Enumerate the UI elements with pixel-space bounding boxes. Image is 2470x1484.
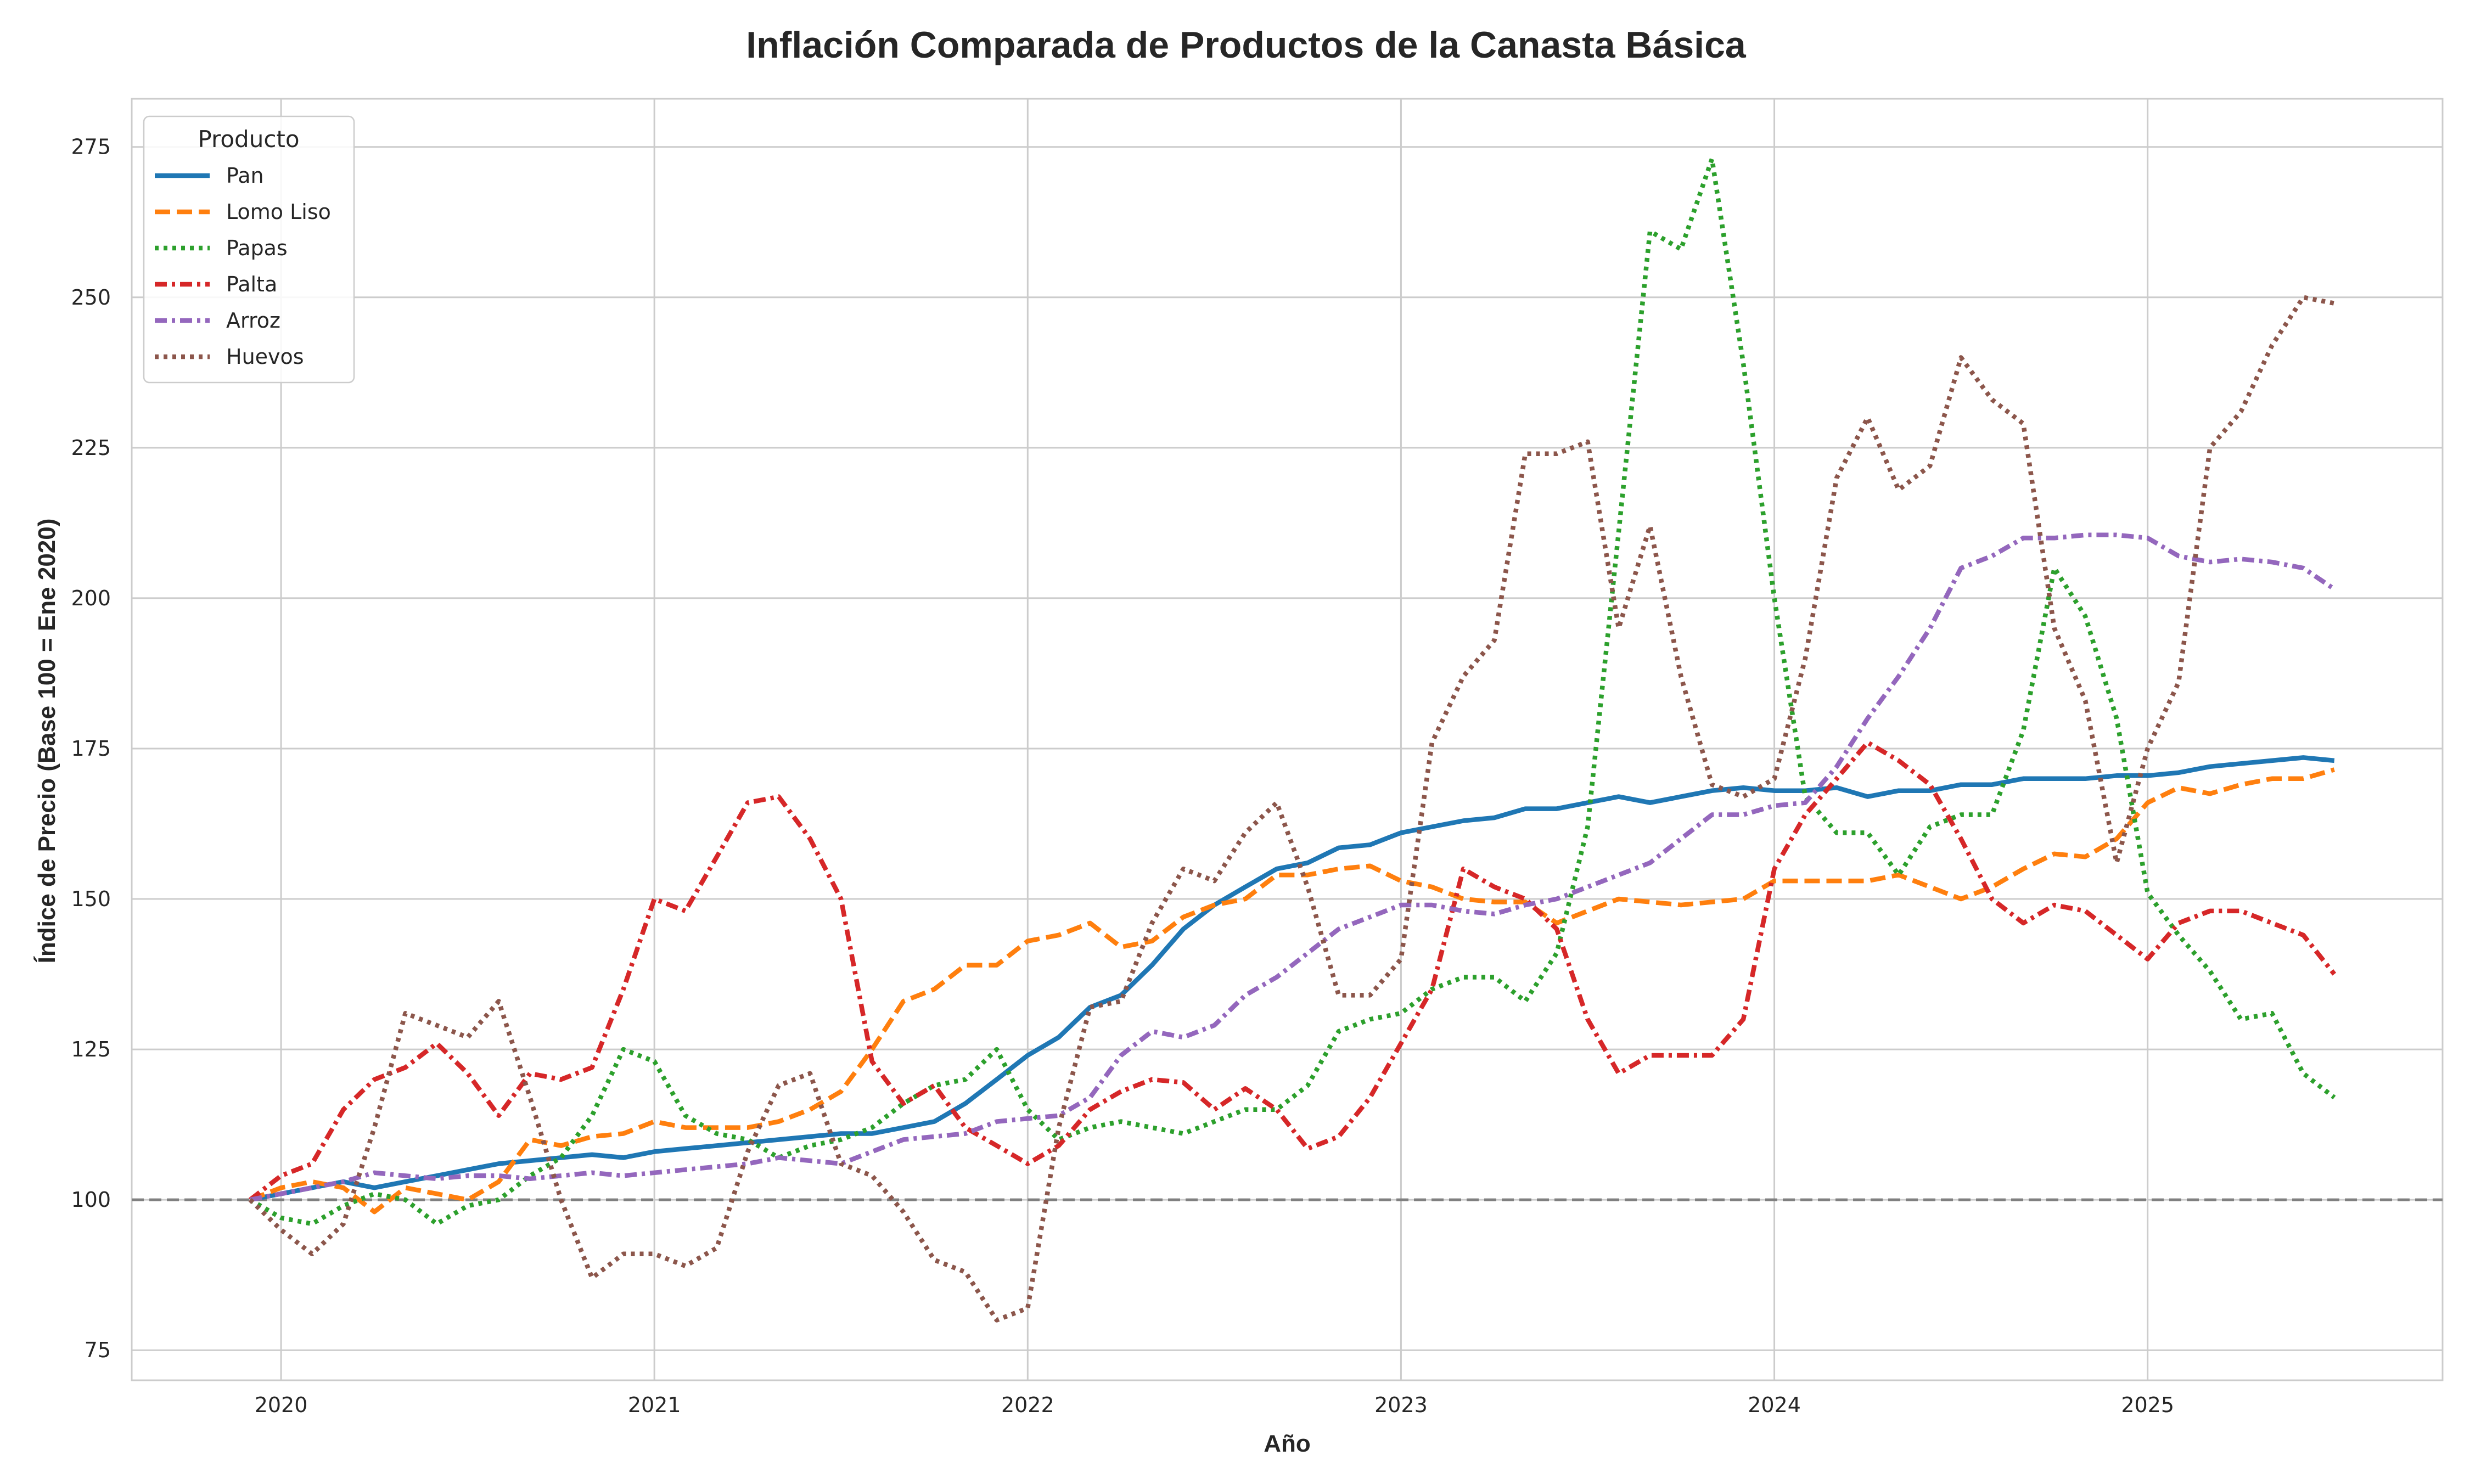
x-tick-label: 2025 [2121,1393,2174,1417]
y-tick-label: 225 [71,436,111,460]
legend-label-huevos: Huevos [226,345,304,369]
legend-label-palta: Palta [226,272,277,296]
y-tick-label: 200 [71,586,111,610]
grid-lines [132,99,2443,1380]
y-axis-label: Índice de Precio (Base 100 = Ene 2020) [33,519,60,964]
series-line-papas [249,156,2336,1227]
y-tick-label: 150 [71,887,111,911]
plot-area [131,98,2444,1381]
legend-box [143,115,355,384]
x-tick-label: 2023 [1374,1393,1428,1417]
legend-label-papas: Papas [226,236,288,260]
x-tick-label: 2024 [1748,1393,1801,1417]
x-axis-ticks: 2020 2021 2022 2023 2024 2025 [255,1393,2174,1417]
series-line-palta [248,740,2337,1202]
y-axis-ticks: 75 100 125 150 175 200 225 250 275 [71,135,111,1362]
x-tick-label: 2021 [628,1393,681,1417]
legend-label-arroz: Arroz [226,308,280,333]
x-tick-label: 2022 [1001,1393,1054,1417]
legend-label-pan: Pan [226,164,264,188]
x-axis-label: Año [1264,1430,1311,1457]
y-tick-label: 275 [71,135,111,159]
y-tick-label: 250 [71,285,111,310]
y-tick-label: 100 [71,1188,111,1212]
chart-title: Inflación Comparada de Productos de la C… [746,24,1747,66]
series-line-huevos [248,295,2335,1323]
x-tick-label: 2020 [255,1393,308,1417]
legend-label-lomo-liso: Lomo Liso [226,200,331,224]
y-tick-label: 125 [71,1037,111,1061]
legend-items: Pan Lomo Liso Papas Palta Arroz Huevos [155,164,331,369]
y-tick-label: 75 [85,1338,111,1362]
series-lines [248,156,2337,1323]
legend-title: Producto [198,126,299,153]
series-line-pan [249,755,2335,1202]
legend: Producto Pan Lomo Liso Papas Palta Arroz Huev… [143,115,355,384]
y-tick-label: 175 [71,737,111,761]
series-line-arroz [249,532,2336,1202]
